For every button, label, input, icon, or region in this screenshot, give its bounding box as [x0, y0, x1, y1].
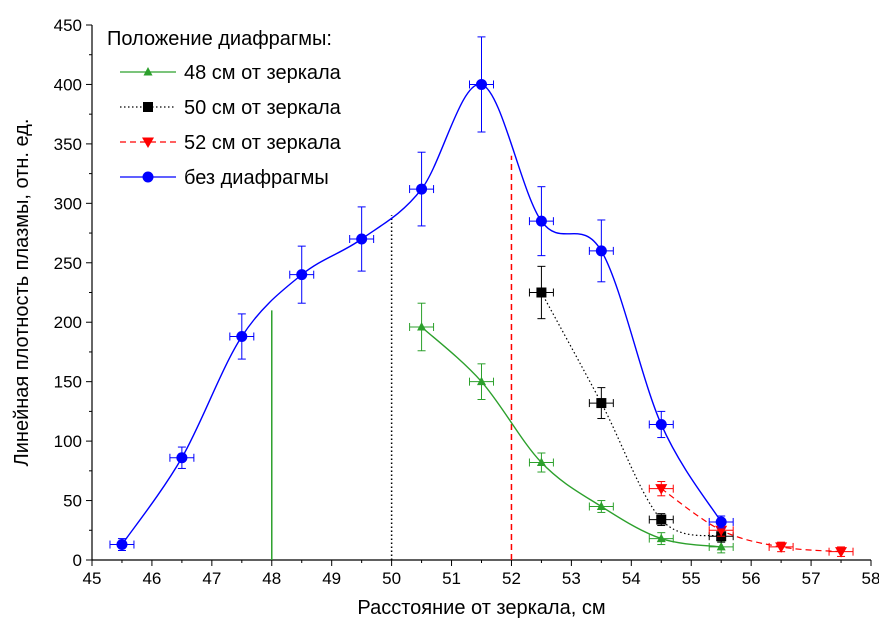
x-tick-label: 53: [562, 569, 581, 588]
data-point: [535, 215, 547, 227]
x-tick-label: 50: [382, 569, 401, 588]
legend-label: 50 см от зеркала: [184, 97, 342, 119]
data-point: [477, 376, 486, 386]
x-tick-label: 48: [262, 569, 281, 588]
data-point: [596, 501, 606, 510]
y-tick-label: 300: [54, 194, 82, 213]
data-point: [176, 452, 188, 464]
data-point: [655, 484, 668, 495]
data-point: [835, 547, 848, 558]
series-group: [648, 481, 854, 558]
y-tick-label: 0: [73, 551, 82, 570]
data-point: [296, 269, 308, 281]
x-tick-label: 46: [142, 569, 161, 588]
x-tick-label: 49: [322, 569, 341, 588]
y-tick-label: 150: [54, 373, 82, 392]
data-point: [417, 321, 427, 331]
data-point: [656, 514, 667, 525]
x-tick-label: 45: [83, 569, 102, 588]
y-tick-label: 400: [54, 75, 82, 94]
y-axis-label: Линейная плотность плазмы, отн. ед.: [11, 119, 33, 467]
legend-marker: [142, 171, 154, 183]
series-group: [409, 302, 734, 554]
series-group: [528, 265, 734, 543]
legend-label: 52 см от зеркала: [184, 132, 342, 154]
data-point: [536, 287, 547, 298]
series-line: [421, 326, 722, 548]
series-line: [660, 488, 842, 553]
y-tick-label: 50: [63, 492, 82, 511]
data-point: [416, 183, 428, 195]
x-tick-label: 58: [862, 569, 879, 588]
data-point: [595, 245, 607, 257]
x-tick-label: 57: [802, 569, 821, 588]
data-point: [715, 525, 728, 537]
data-point: [236, 330, 248, 342]
data-point: [775, 542, 788, 553]
data-point: [356, 233, 368, 245]
y-tick-label: 450: [54, 16, 82, 35]
data-point: [476, 78, 487, 90]
legend-marker: [142, 137, 154, 148]
legend-title: Положение диафрагмы:: [107, 28, 332, 50]
x-axis-label: Расстояние от зеркала, см: [357, 597, 605, 619]
x-tick-label: 55: [682, 569, 701, 588]
legend-label: 48 см от зеркала: [184, 62, 342, 84]
y-tick-label: 250: [54, 254, 82, 273]
legend-label: без диафрагмы: [184, 167, 329, 189]
data-point: [116, 539, 128, 551]
legend: Положение диафрагмы: 48 см от зеркала 50 с…: [107, 28, 342, 189]
y-tick-label: 100: [54, 432, 82, 451]
x-tick-label: 51: [442, 569, 461, 588]
x-tick-label: 56: [742, 569, 761, 588]
data-point: [536, 457, 546, 467]
x-tick-label: 52: [502, 569, 521, 588]
series-group: [109, 36, 734, 551]
legend-marker: [143, 67, 153, 76]
data-point: [596, 398, 607, 409]
data-point: [656, 533, 666, 543]
x-tick-label: 54: [622, 569, 641, 588]
series-line: [121, 83, 722, 545]
series-line: [540, 292, 722, 537]
y-tick-label: 200: [54, 313, 82, 332]
y-tick-label: 350: [54, 135, 82, 154]
legend-marker: [143, 102, 153, 112]
x-tick-label: 47: [202, 569, 221, 588]
data-point: [716, 541, 726, 551]
data-point: [655, 418, 667, 430]
data-point: [715, 516, 727, 528]
